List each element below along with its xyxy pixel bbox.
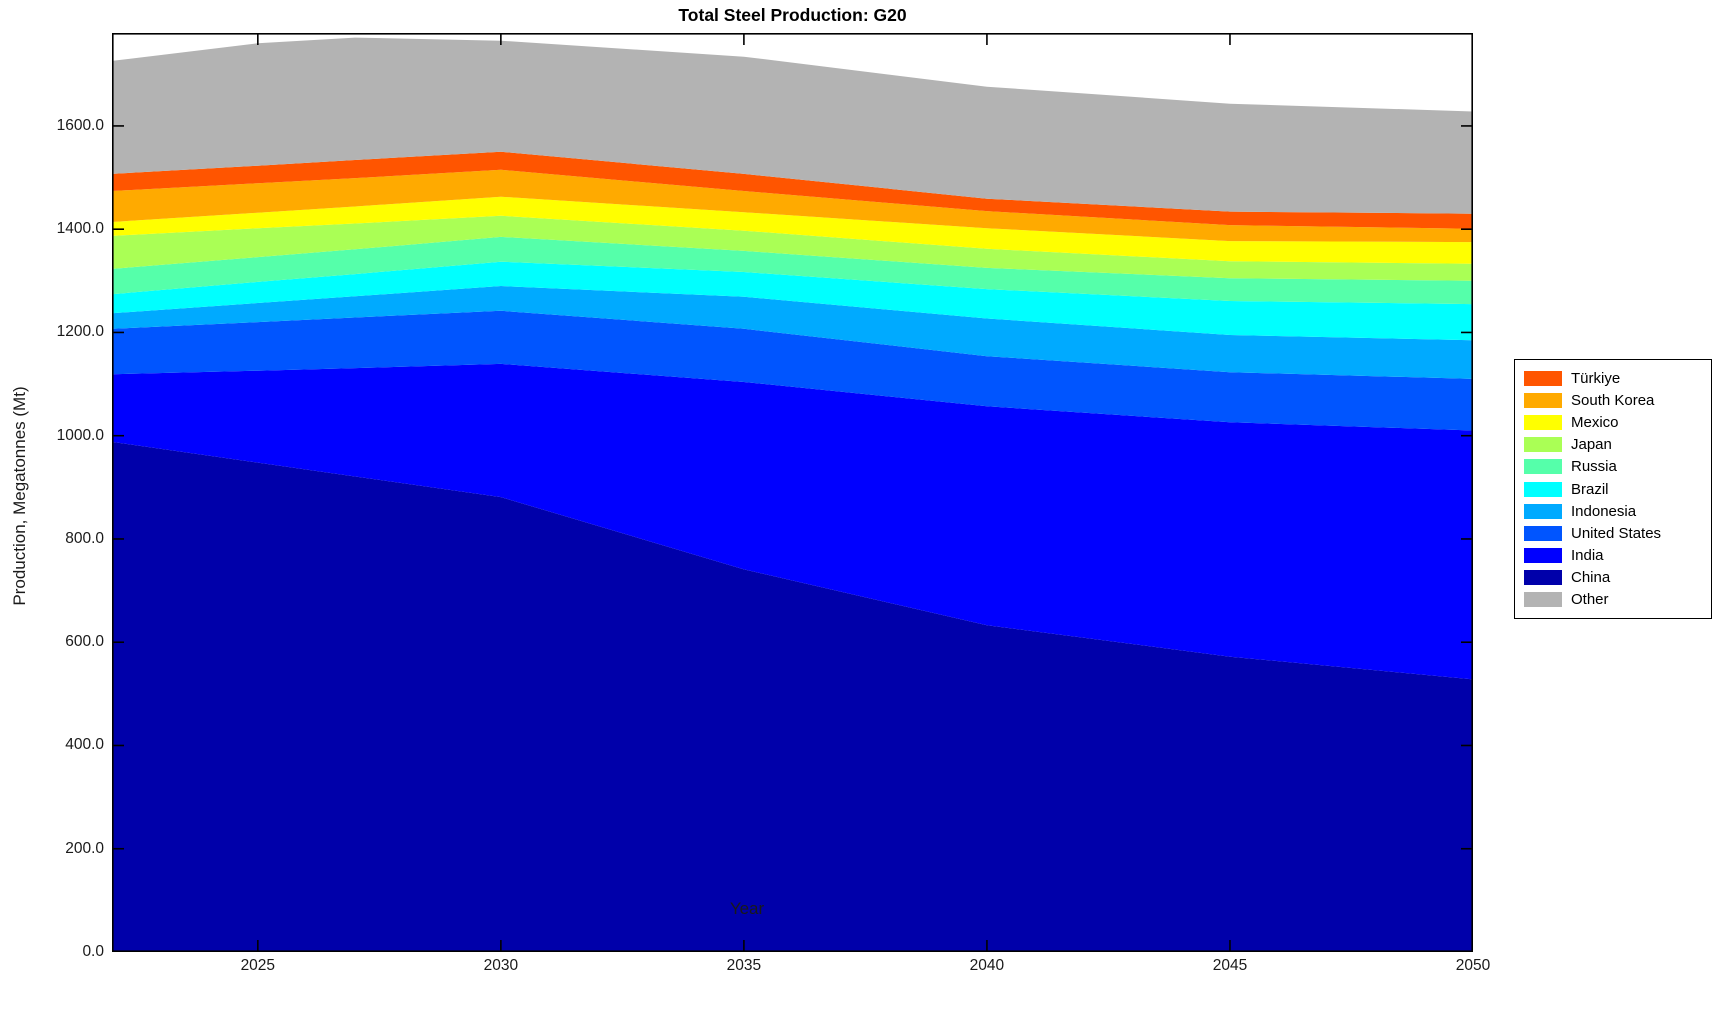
legend-label: Japan [1571,436,1612,454]
chart-title: Total Steel Production: G20 [678,5,907,25]
area-series-t-rkiye [112,151,1473,229]
legend-item-south-korea: South Korea [1524,389,1711,411]
legend-swatch [1524,548,1562,564]
legend-item-united-states: United States [1524,522,1711,544]
legend-label: Mexico [1571,413,1619,431]
y-tick-label-600.0: 600.0 [65,633,104,651]
area-series-united-states [112,310,1473,431]
legend-swatch [1524,481,1562,497]
y-tick-label-1400.0: 1400.0 [56,220,104,238]
area-series-other [112,37,1473,214]
legend-item-japan: Japan [1524,434,1711,456]
legend-swatch [1524,503,1562,519]
area-series-indonesia [112,286,1473,379]
plot-area [112,33,1473,952]
area-series-india [112,363,1473,680]
legend-swatch [1524,570,1562,586]
legend-label: South Korea [1571,391,1655,409]
y-tick-label-800.0: 800.0 [65,529,104,547]
stacked-area-chart [112,33,1473,952]
area-series-china [112,441,1473,952]
x-axis-label: Year [729,899,765,918]
legend-item-mexico: Mexico [1524,411,1711,433]
legend-label: Other [1571,591,1609,609]
legend-label: Indonesia [1571,502,1637,520]
y-tick-label-200.0: 200.0 [65,839,104,857]
area-series-japan [112,215,1473,281]
area-series-mexico [112,196,1473,264]
y-tick-label-1600.0: 1600.0 [56,116,104,134]
axis-overlay [112,33,1473,952]
legend-item-other: Other [1524,589,1711,611]
legend-label: Türkiye [1571,369,1621,387]
x-tick-label-2035: 2035 [726,957,762,974]
x-tick-label-2040: 2040 [969,957,1005,974]
legend-item-indonesia: Indonesia [1524,500,1711,522]
legend-label: Russia [1571,458,1617,476]
legend-swatch [1524,592,1562,608]
legend: Türkiye South Korea Mexico Japan Russia Brazi… [1514,359,1712,620]
area-series-brazil [112,261,1473,341]
x-tick-label-2030: 2030 [483,957,519,974]
area-series-russia [112,236,1473,305]
area-series-group [112,37,1473,952]
axis-box [112,33,1473,952]
legend-item-russia: Russia [1524,456,1711,478]
legend-label: Brazil [1571,480,1609,498]
area-series-south-korea [112,169,1473,243]
legend-label: India [1571,547,1604,565]
y-tick-label-0.0: 0.0 [82,943,104,960]
legend-item-t-rkiye: Türkiye [1524,367,1711,389]
legend-swatch [1524,525,1562,541]
legend-label: China [1571,569,1611,587]
legend-swatch [1524,370,1562,386]
legend-swatch [1524,414,1562,430]
legend-label: United States [1571,524,1662,542]
legend-item-china: China [1524,567,1711,589]
x-tick-label-2045: 2045 [1212,957,1248,974]
legend-swatch [1524,459,1562,475]
legend-item-india: India [1524,545,1711,567]
legend-swatch [1524,392,1562,408]
y-tick-label-400.0: 400.0 [65,736,104,754]
y-tick-label-1200.0: 1200.0 [56,323,104,341]
x-tick-label-2025: 2025 [240,957,276,974]
legend-item-brazil: Brazil [1524,478,1711,500]
legend-swatch [1524,437,1562,453]
x-tick-label-2050: 2050 [1455,957,1491,974]
y-tick-label-1000.0: 1000.0 [56,426,104,444]
